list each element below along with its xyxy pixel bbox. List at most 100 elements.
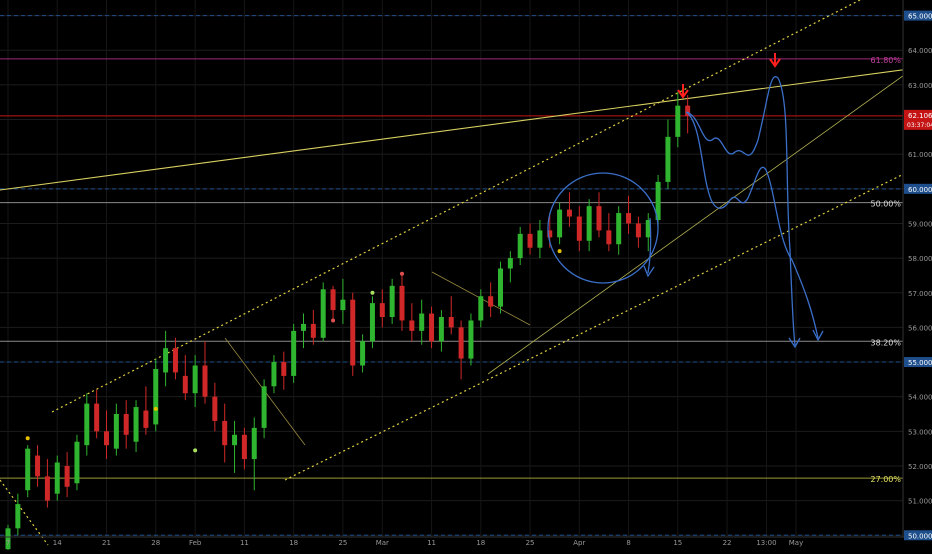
candle-body [153, 368, 159, 425]
signal-dot [331, 318, 336, 323]
signal-dot [557, 249, 562, 254]
price-axis-panel [903, 0, 932, 550]
candle-body [626, 213, 632, 224]
time-tick-label: May [789, 539, 803, 547]
candle-body [645, 219, 651, 238]
signal-dot [25, 436, 30, 441]
candle-body [399, 285, 405, 321]
time-tick-label: Mar [376, 539, 389, 547]
candle-body [113, 414, 119, 449]
candle-body [507, 258, 513, 269]
candle-body [15, 504, 21, 529]
time-tick-label: 7 [6, 539, 10, 547]
time-tick-label: Apr [573, 539, 585, 547]
candle-body [25, 448, 31, 491]
candle-body [301, 323, 306, 331]
candle-body [606, 230, 612, 245]
candle-body [675, 105, 681, 137]
candle-body [596, 206, 602, 231]
candle-body [419, 313, 425, 331]
candle-body [655, 181, 661, 220]
time-tick-label: 22 [723, 539, 732, 547]
candle-body [340, 299, 346, 311]
time-tick-label: 18 [476, 539, 485, 547]
bar-countdown-label: 03:37:04 [907, 122, 932, 129]
candle-body [251, 427, 257, 460]
candle-body [54, 462, 60, 494]
time-tick-label: 28 [151, 539, 160, 547]
projection-path-upper [685, 76, 796, 346]
price-tick-label: 53.000 [908, 428, 932, 436]
price-tick-label: 63.000 [908, 82, 932, 90]
candle-body [468, 320, 474, 359]
price-tick-label: 64.000 [908, 47, 932, 55]
consolidation-circle [547, 172, 659, 284]
price-tick-label: 56.000 [908, 324, 932, 332]
candle-body [488, 296, 494, 307]
price-level-box [904, 183, 932, 194]
fib-level-label: 50.00% [870, 200, 901, 209]
candle-body [517, 233, 523, 259]
last-price-label: 62.106 [908, 112, 932, 120]
candle-body [163, 348, 169, 373]
candle-body [566, 209, 572, 217]
candle-body [478, 296, 484, 321]
time-tick-label: 15 [673, 539, 682, 547]
projection-arrow-head-2 [812, 329, 824, 342]
candle-body [360, 341, 366, 366]
circle-arrow-stem [647, 217, 652, 274]
candle-body [241, 434, 247, 460]
price-tick-label: 52.000 [908, 463, 932, 471]
candle-body [537, 230, 543, 248]
candle-body [5, 528, 11, 550]
price-level-box-label: 50.000 [908, 532, 932, 540]
price-level-box-label: 55.000 [908, 359, 932, 367]
candle-body [212, 396, 218, 421]
fib-level-label: 61.80% [870, 56, 901, 65]
fib-level-label: 27.00% [870, 475, 901, 484]
candle-body [192, 365, 198, 394]
price-tick-label: 59.000 [908, 220, 932, 228]
lower-channel-line [284, 159, 932, 481]
upper-channel-line [51, 0, 861, 413]
candle-body [64, 465, 70, 487]
candle-body [172, 348, 178, 373]
candle-body [616, 213, 622, 245]
candle-body [44, 476, 50, 501]
candle-body [498, 268, 503, 307]
time-tick-label: 11 [427, 539, 436, 547]
candle-body [448, 317, 454, 328]
candle-body [143, 410, 149, 428]
candle-body [291, 330, 297, 376]
candle-body [222, 420, 228, 446]
red-down-arrow [769, 53, 781, 68]
candle-body [182, 375, 188, 394]
candle-body [576, 216, 582, 241]
price-level-box [904, 530, 932, 541]
time-tick-label: 8 [626, 539, 630, 547]
candle-body [458, 327, 464, 359]
candle-body [369, 303, 375, 342]
candle-body [261, 386, 267, 428]
time-tick-label: Feb [189, 539, 202, 547]
circle-arrow-head [643, 265, 655, 278]
candle-body [527, 233, 533, 248]
candle-body [271, 362, 277, 387]
candle-body [202, 365, 208, 397]
candle-body [330, 289, 336, 311]
candle-body [123, 414, 129, 435]
time-tick-label: 25 [338, 539, 347, 547]
price-level-box [904, 357, 932, 368]
candle-body [94, 403, 100, 432]
candle-body [438, 317, 444, 342]
candle-body [379, 303, 385, 318]
projection-path-lower [685, 111, 819, 339]
time-tick-label: 14 [53, 539, 62, 547]
price-tick-label: 57.000 [908, 290, 932, 298]
signal-dot [153, 406, 158, 411]
price-level-box-label: 60.000 [908, 186, 932, 194]
candle-body [557, 209, 563, 238]
candle-body [635, 223, 641, 238]
